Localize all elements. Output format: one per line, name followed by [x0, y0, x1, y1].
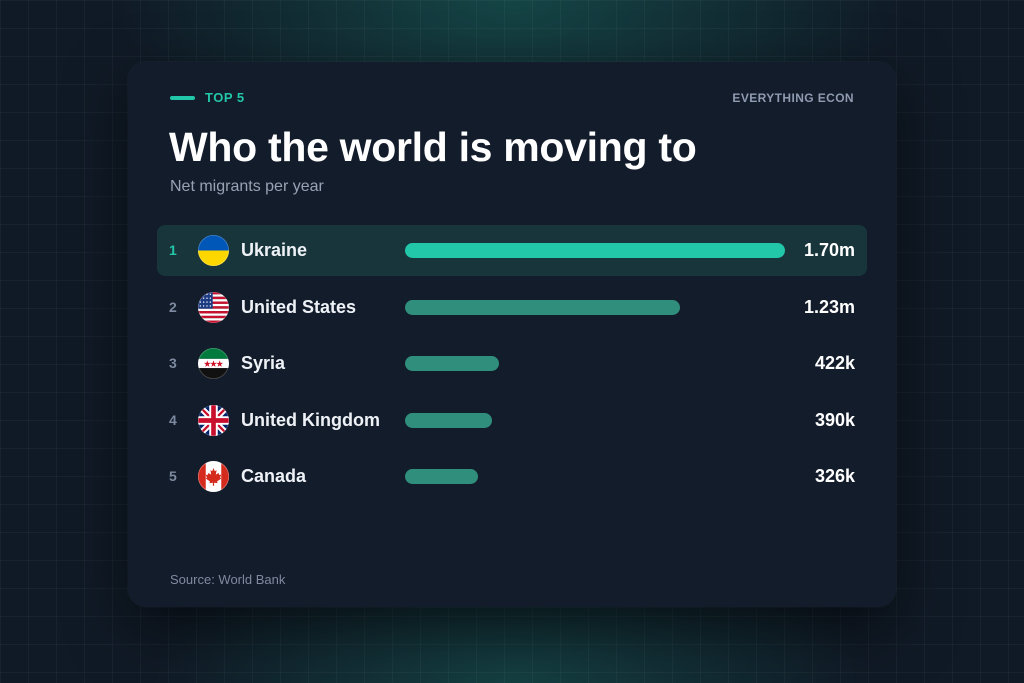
category-label: Ukraine	[241, 240, 308, 260]
us-flag-icon	[198, 291, 229, 323]
category-label: Syria	[241, 353, 286, 373]
rank-label: 4	[169, 411, 177, 428]
category-label: United States	[241, 296, 357, 317]
bar-row: 1 Ukraine 1.70m	[157, 225, 867, 276]
syria-flag-icon	[198, 348, 229, 379]
rank-label: 1	[169, 242, 177, 258]
bar-list: 1 Ukraine 1.70m 2 United States 1.23m 3 Syria 42…	[157, 225, 867, 508]
bar-track	[405, 356, 785, 371]
value-label: 1.70m	[803, 240, 855, 260]
ukraine-flag-icon	[198, 235, 229, 266]
bar-row: 4 United Kingdom 390k	[157, 395, 867, 446]
bar	[405, 412, 492, 428]
bar	[405, 356, 499, 371]
bar	[405, 469, 478, 484]
brand-label: EVERYTHING ECON	[732, 91, 854, 105]
bar-track	[405, 412, 785, 428]
rank-label: 3	[169, 355, 177, 371]
bar-track	[405, 243, 785, 258]
uk-flag-icon	[198, 404, 229, 436]
bar-track	[405, 469, 785, 484]
value-label: 1.23m	[803, 296, 855, 317]
value-label: 422k	[814, 353, 855, 373]
kicker-text: TOP 5	[205, 90, 245, 105]
chart-card: TOP 5 EVERYTHING ECON Who the world is m…	[128, 62, 896, 607]
canada-flag-icon	[198, 461, 229, 492]
category-label: United Kingdom	[241, 409, 380, 430]
value-label: 390k	[814, 409, 855, 430]
chart-title: Who the world is moving to	[169, 124, 697, 170]
bar-row: 5 Canada 326k	[157, 451, 867, 502]
kicker: TOP 5	[170, 90, 245, 105]
bar-row: 3 Syria 422k	[157, 338, 867, 389]
rank-label: 5	[169, 468, 177, 484]
kicker-accent-line	[170, 95, 195, 100]
rank-label: 2	[169, 298, 177, 315]
bar	[405, 243, 785, 258]
bar-track	[405, 299, 785, 315]
source-note: Source: World Bank	[170, 572, 286, 587]
category-label: Canada	[241, 466, 307, 486]
chart-subtitle: Net migrants per year	[170, 178, 324, 195]
bar-row: 2 United States 1.23m	[157, 282, 867, 333]
bar	[405, 299, 680, 315]
value-label: 326k	[814, 466, 855, 486]
